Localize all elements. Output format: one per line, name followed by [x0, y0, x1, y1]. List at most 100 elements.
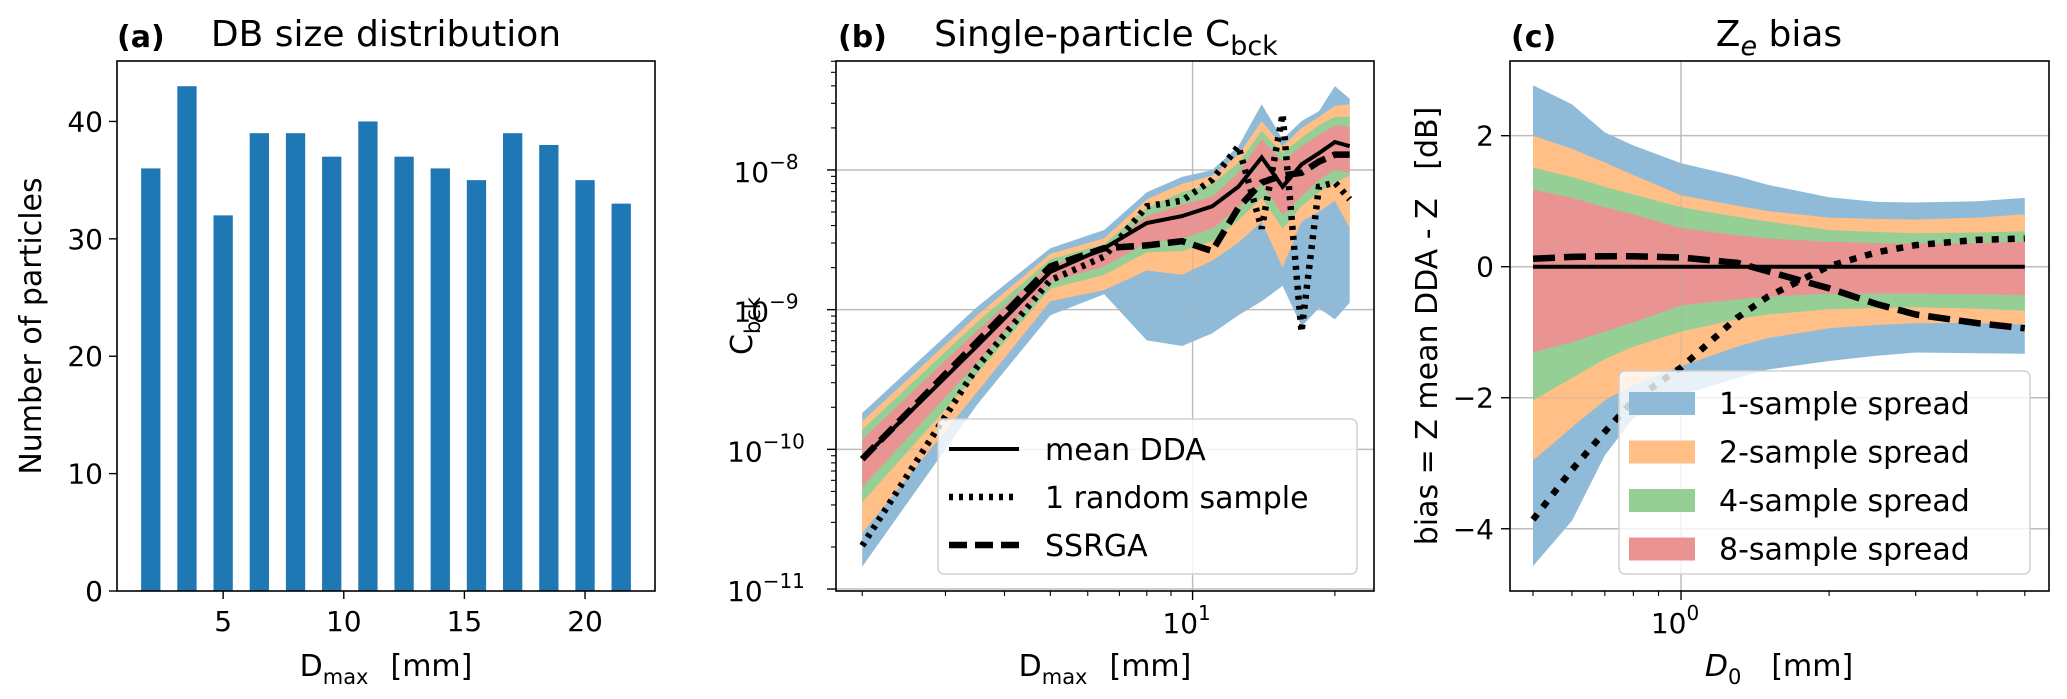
chart-title-rest: bias [1757, 14, 1842, 55]
x-axis-label: Dmax [mm] [1019, 649, 1192, 689]
tick-label-exponent: −8 [769, 150, 798, 174]
bar [575, 180, 595, 592]
bar [358, 121, 378, 591]
bar [394, 156, 414, 591]
tick-label-exponent: −10 [763, 429, 805, 453]
legend-label: SSRGA [1045, 529, 1148, 564]
y-axis-label: bias = Z mean DDA - Z [dB] [1410, 107, 1445, 546]
bar [539, 144, 559, 591]
bar-series [141, 86, 631, 592]
x-axis-label: D0 [mm] [1705, 649, 1853, 689]
band-8-sample-spread [862, 125, 1350, 488]
data-lines [859, 113, 1353, 548]
bar [141, 168, 161, 591]
bar [249, 133, 269, 591]
tick-label-exponent: 0 [1686, 601, 1699, 625]
spread-bands [1510, 61, 2049, 591]
x-axis-label-sub: max [1042, 665, 1088, 689]
y-tick-label: 10−11 [727, 569, 805, 608]
y-tick-label: 20 [67, 340, 103, 373]
bar [430, 168, 450, 591]
legend-color-swatch [1629, 537, 1695, 561]
tick-label-base: 10 [727, 575, 763, 608]
tick-label-base: 10 [1162, 607, 1198, 640]
tick-label-base: 10 [733, 296, 769, 329]
legend-frame [937, 418, 1358, 575]
x-tick-label: 5 [214, 605, 232, 638]
axes-frame [116, 60, 656, 592]
panel-a-db-size-distribution: 5 10 15 20 0 10 20 30 40 (a) DB size distributio… [14, 14, 656, 689]
legend: 1-sample spread 2-sample spread 4-sample s… [1618, 370, 2031, 575]
panel-tag: (a) [117, 20, 165, 55]
x-tick-label: 100 [1651, 601, 1699, 640]
bar [285, 133, 306, 591]
legend-item: mean DDA [949, 433, 1206, 468]
tick-label-exponent: −11 [763, 569, 805, 593]
legend-item: 1-sample spread [1629, 387, 1970, 422]
tick-label-base: 10 [727, 435, 763, 468]
legend-item: 2-sample spread [1629, 436, 1970, 471]
legend-label: 1 random sample [1045, 481, 1309, 516]
y-axis-label-sub: bck [741, 296, 765, 334]
bar [466, 180, 487, 592]
legend-item: 4-sample spread [1629, 484, 1970, 519]
y-axis-label-main: C [725, 334, 760, 355]
x-tick-label: 15 [447, 605, 483, 638]
legend-frame [1618, 370, 2031, 575]
tick-label-exponent: 1 [1198, 601, 1211, 625]
chart-title: Single-particle Cbck [934, 14, 1278, 62]
axes-frame [835, 60, 1375, 592]
x-tick-label: 20 [567, 605, 603, 638]
panel-tag: (b) [838, 20, 887, 55]
y-tick-label: 10−9 [733, 290, 798, 329]
bar [213, 215, 233, 592]
legend-label: 8-sample spread [1719, 533, 1970, 568]
axes-frame [1509, 60, 2050, 592]
y-tick-label: 10 [67, 458, 103, 491]
line-SSRGA [1532, 252, 2026, 332]
legend-label: 2-sample spread [1719, 436, 1970, 471]
x-axis-label-main: D [1019, 649, 1042, 684]
panel-tag: (c) [1511, 20, 1556, 55]
line-1-random-sample [1530, 235, 2025, 522]
chart-title-main: Single-particle C [934, 14, 1230, 55]
chart-title-sub: e [1740, 31, 1757, 62]
x-axis-label-main: D [1705, 649, 1728, 684]
band-8-sample-spread [1533, 189, 2025, 353]
chart-title-main: Z [1716, 14, 1741, 55]
x-tick-label: 10 [326, 605, 362, 638]
bar [611, 203, 631, 592]
legend-item: 1 random sample [949, 481, 1309, 516]
bar [503, 133, 523, 591]
x-axis-label-sub: max [323, 665, 369, 689]
axis-ticks: 100−4−202 [1453, 120, 2026, 640]
x-axis-label-unit: [mm] [1110, 649, 1192, 684]
tick-label-base: 10 [733, 156, 769, 189]
chart-title: DB size distribution [211, 14, 561, 55]
x-axis-label: Dmax [mm] [300, 649, 473, 689]
legend-color-swatch [1629, 489, 1695, 512]
chart-title-sub: bck [1230, 31, 1278, 62]
legend-item: 8-sample spread [1629, 533, 1970, 568]
legend-label: mean DDA [1045, 433, 1206, 468]
bar [177, 86, 197, 591]
y-axis-label: Cbck [725, 296, 765, 355]
line-mean-DDA [860, 139, 1351, 461]
y-tick-label: 0 [1476, 251, 1494, 284]
tick-label-base: 10 [1651, 607, 1687, 640]
x-axis-label-unit: [mm] [391, 649, 473, 684]
legend-label: 1-sample spread [1719, 387, 1970, 422]
x-tick-label: 101 [1162, 601, 1210, 640]
y-tick-label: 10−10 [727, 429, 805, 468]
legend-label: 4-sample spread [1719, 484, 1970, 519]
y-tick-label: −4 [1453, 513, 1494, 546]
bar [322, 156, 342, 591]
y-tick-label: −2 [1453, 382, 1494, 415]
data-lines [1530, 235, 2026, 522]
y-tick-label: 10−8 [733, 150, 798, 189]
legend-color-swatch [1629, 440, 1695, 464]
